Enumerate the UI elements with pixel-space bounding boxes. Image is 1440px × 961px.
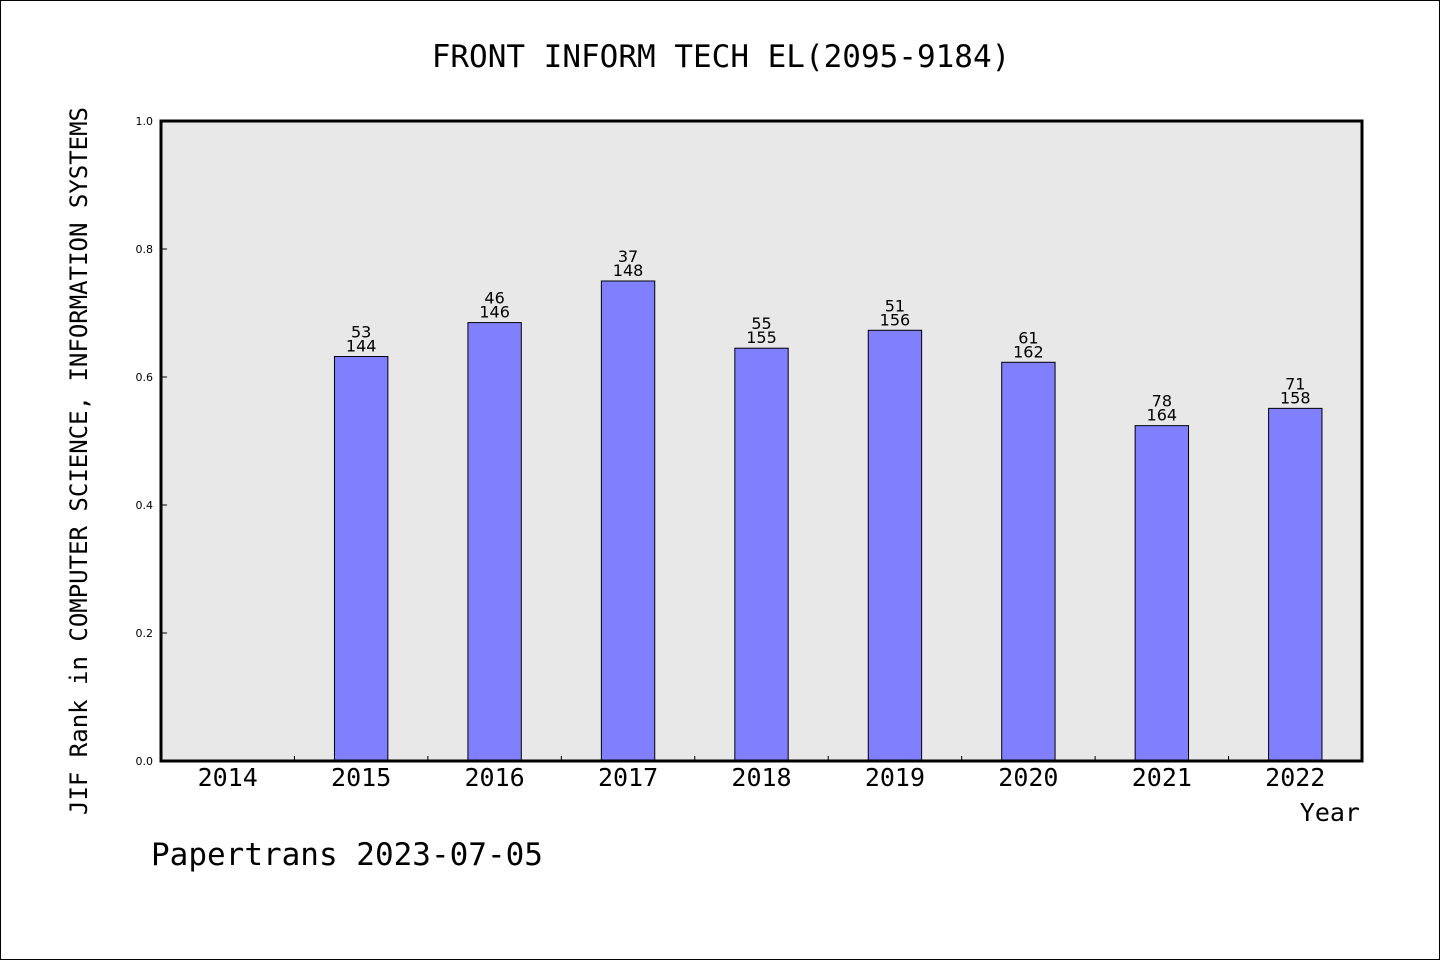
bar-rank-label: 37 xyxy=(618,247,638,266)
y-axis: 0.0 0.2 0.4 0.6 0.8 1.0 xyxy=(136,115,167,768)
x-tick-label: 2014 xyxy=(198,763,258,792)
bar-2015 xyxy=(333,356,389,762)
bar-2021 xyxy=(1134,425,1190,762)
footer-stamp: Papertrans 2023-07-05 xyxy=(151,837,543,873)
bar-2018 xyxy=(734,347,789,762)
x-tick-label: 2019 xyxy=(865,763,925,792)
y-tick-label: 0.0 xyxy=(136,755,154,768)
bar-rank-label: 53 xyxy=(351,323,371,342)
chart-title: FRONT INFORM TECH EL(2095-9184) xyxy=(432,39,1011,75)
bar-rank-label: 61 xyxy=(1018,328,1038,347)
y-tick-label: 1.0 xyxy=(136,115,154,128)
bars-layer xyxy=(333,280,1323,762)
y-axis-label: JIF Rank in COMPUTER SCIENCE, INFORMATIO… xyxy=(65,107,93,815)
x-tick-label: 2018 xyxy=(731,763,791,792)
bar-rank-label: 78 xyxy=(1152,392,1172,411)
x-tick-label: 2020 xyxy=(998,763,1058,792)
bar-total-label: 164 xyxy=(1147,406,1178,425)
bar-total-label: 155 xyxy=(746,328,777,347)
y-tick-label: 0.4 xyxy=(136,499,154,512)
bar-2020 xyxy=(1001,361,1056,762)
bar-total-label: 148 xyxy=(613,261,644,280)
bar-2019 xyxy=(867,329,923,762)
x-axis: 2014 2015 2016 2017 2018 2019 2020 2021 2022 xyxy=(198,756,1325,792)
bar-rank-label: 51 xyxy=(885,296,905,315)
bar-total-label: 158 xyxy=(1280,388,1311,407)
bar-rank-label: 71 xyxy=(1285,374,1305,393)
bar-2016 xyxy=(467,322,522,762)
bar-2022 xyxy=(1268,407,1323,762)
x-tick-label: 2021 xyxy=(1132,763,1192,792)
bar-rank-label: 55 xyxy=(751,314,771,333)
bar-total-label: 162 xyxy=(1013,342,1044,361)
y-tick-label: 0.8 xyxy=(136,243,154,256)
bar-2017 xyxy=(600,280,656,762)
x-axis-label: Year xyxy=(1300,798,1360,827)
x-tick-label: 2015 xyxy=(331,763,391,792)
bar-total-label: 146 xyxy=(479,303,510,322)
bar-total-label: 144 xyxy=(346,337,377,356)
bar-total-label: 156 xyxy=(880,310,911,329)
y-tick-label: 0.2 xyxy=(136,627,154,640)
x-tick-label: 2016 xyxy=(465,763,525,792)
y-tick-label: 0.6 xyxy=(136,371,154,384)
x-tick-label: 2017 xyxy=(598,763,658,792)
plot-border xyxy=(159,119,1364,763)
bar-rank-label: 46 xyxy=(484,289,504,308)
x-tick-label: 2022 xyxy=(1265,763,1325,792)
